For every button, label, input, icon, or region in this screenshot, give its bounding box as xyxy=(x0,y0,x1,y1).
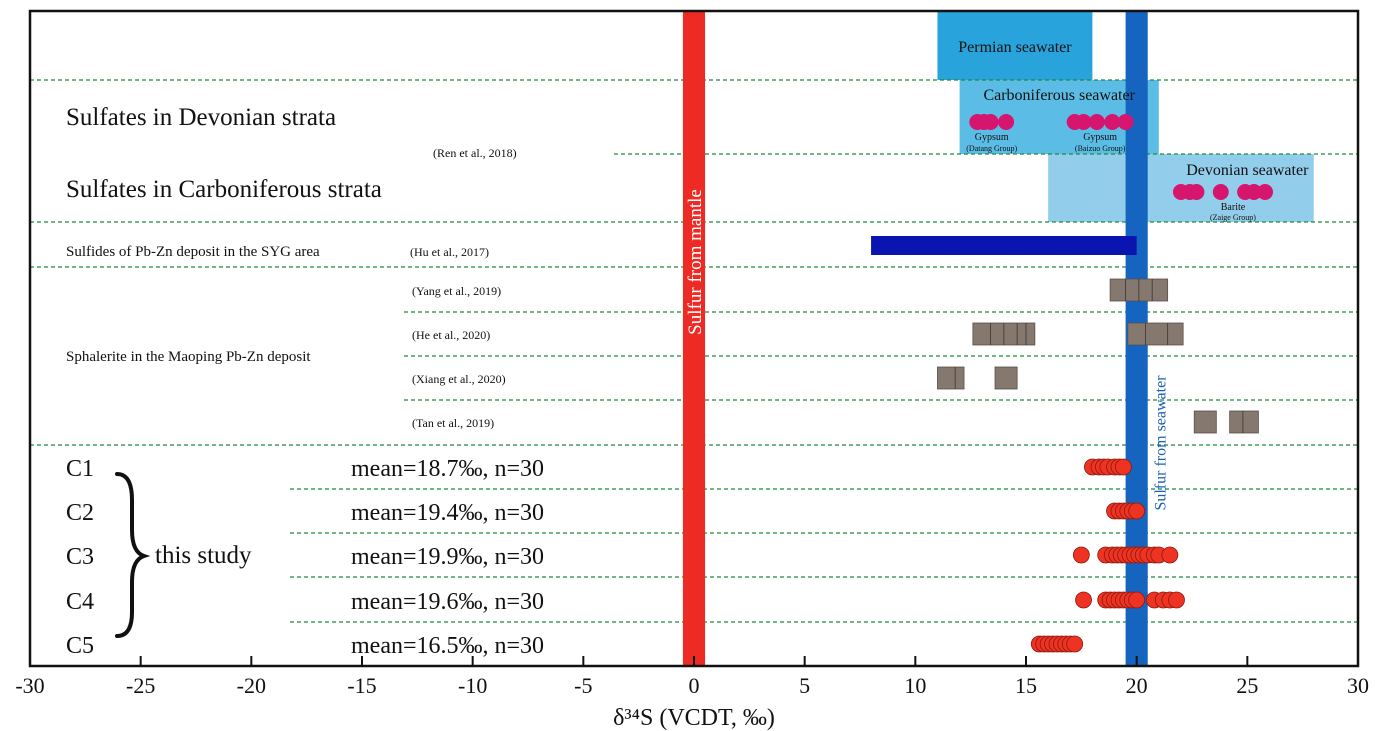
mineral-label: Gypsum xyxy=(975,132,1009,143)
sphalerite-box xyxy=(994,366,1018,390)
mantle-band-label: Sulfur from mantle xyxy=(685,189,706,335)
sample-point xyxy=(1066,635,1084,653)
sample-point xyxy=(1128,502,1146,520)
gypsum-point xyxy=(1117,114,1134,130)
row-label-carboniferous: Sulfates in Carboniferous strata xyxy=(66,176,382,203)
x-tick-label: 15 xyxy=(1015,673,1037,698)
sample-stat: mean=18.7‰, n=30 xyxy=(351,456,544,482)
reference-band xyxy=(682,11,706,666)
reference-label: (Hu et al., 2017) xyxy=(410,245,489,259)
reference-label: (Xiang et al., 2020) xyxy=(412,372,506,386)
x-tick-label: -15 xyxy=(347,673,376,698)
x-axis: -30 -25 -20 -15 -10 -5 0 5 10 15 20 25 30 δ³⁴S (VCDT,… xyxy=(15,656,1369,731)
sample-name: C2 xyxy=(66,500,94,526)
unit-label: (Datang Group) xyxy=(966,144,1017,153)
barite-point xyxy=(1245,184,1262,200)
x-tick-label: 25 xyxy=(1236,673,1258,698)
row-label-sphalerite: Sphalerite in the Maoping Pb-Zn deposit xyxy=(66,349,311,365)
seawater-band-label: Sulfur from seawater xyxy=(1153,375,1170,511)
x-tick-label: 20 xyxy=(1126,673,1148,698)
x-tick-label: 5 xyxy=(799,673,810,698)
reference-label: (Ren et al., 2018) xyxy=(433,146,517,160)
gypsum-point xyxy=(998,114,1015,130)
x-tick-label: -20 xyxy=(237,673,266,698)
sample-point xyxy=(1128,591,1146,609)
sample-stat: mean=16.5‰, n=30 xyxy=(351,633,544,659)
sample-stat: mean=19.4‰, n=30 xyxy=(351,500,544,526)
barite-point xyxy=(1212,184,1229,200)
x-tick-label: -25 xyxy=(126,673,155,698)
seawater-box xyxy=(937,11,1093,80)
reference-label: (He et al., 2020) xyxy=(412,328,490,342)
sample-stat: mean=19.9‰, n=30 xyxy=(351,544,544,570)
x-tick-label: 0 xyxy=(689,673,700,698)
gypsum-point xyxy=(1104,114,1121,130)
x-tick-label: 30 xyxy=(1347,673,1369,698)
row-label-syg: Sulfides of Pb-Zn deposit in the SYG are… xyxy=(66,244,320,260)
sample-stat: mean=19.6‰, n=30 xyxy=(351,589,544,615)
barite-point xyxy=(1257,184,1274,200)
syg-range-bar xyxy=(871,236,1137,255)
x-tick-label: 10 xyxy=(904,673,926,698)
sample-point xyxy=(1075,591,1092,609)
sphalerite-box xyxy=(1229,410,1259,434)
sphalerite-box xyxy=(937,366,965,390)
seawater-label: Carboniferous seawater xyxy=(983,87,1135,104)
sample-name: C1 xyxy=(66,456,94,482)
reference-label: (Yang et al., 2019) xyxy=(412,284,501,298)
unit-label: (Zaige Group) xyxy=(1210,213,1256,222)
sphalerite-box xyxy=(1193,410,1217,434)
x-tick-label: -10 xyxy=(458,673,487,698)
sample-point xyxy=(1114,458,1132,476)
x-tick-label: -30 xyxy=(15,673,44,698)
sample-name: C4 xyxy=(66,589,94,615)
x-tick-label: -5 xyxy=(574,673,592,698)
seawater-label: Devonian seawater xyxy=(1186,162,1309,179)
gypsum-point xyxy=(982,114,999,130)
seawater-label: Permian seawater xyxy=(958,39,1072,56)
unit-label: (Baizuo Group) xyxy=(1075,144,1126,153)
sample-point xyxy=(1161,546,1179,564)
text-labels: Permian seawater Carboniferous seawater De… xyxy=(66,39,1309,659)
sample-point xyxy=(1168,591,1185,609)
bracket-brace xyxy=(115,472,151,638)
barite-point xyxy=(1188,184,1205,200)
reference-label: (Tan et al., 2019) xyxy=(412,416,494,430)
sample-point xyxy=(1072,546,1090,564)
row-label-this-study: this study xyxy=(155,542,252,569)
data-marks xyxy=(871,114,1274,653)
row-label-devonian: Sulfates in Devonian strata xyxy=(66,104,336,131)
sample-name: C5 xyxy=(66,633,94,659)
gypsum-point xyxy=(1075,114,1092,130)
x-axis-label: δ³⁴S (VCDT, ‰) xyxy=(613,705,775,731)
sphalerite-box xyxy=(1127,322,1184,346)
gypsum-point xyxy=(1088,114,1105,130)
sample-name: C3 xyxy=(66,544,94,570)
mineral-label: Barite xyxy=(1221,202,1246,213)
mineral-label: Gypsum xyxy=(1083,132,1117,143)
